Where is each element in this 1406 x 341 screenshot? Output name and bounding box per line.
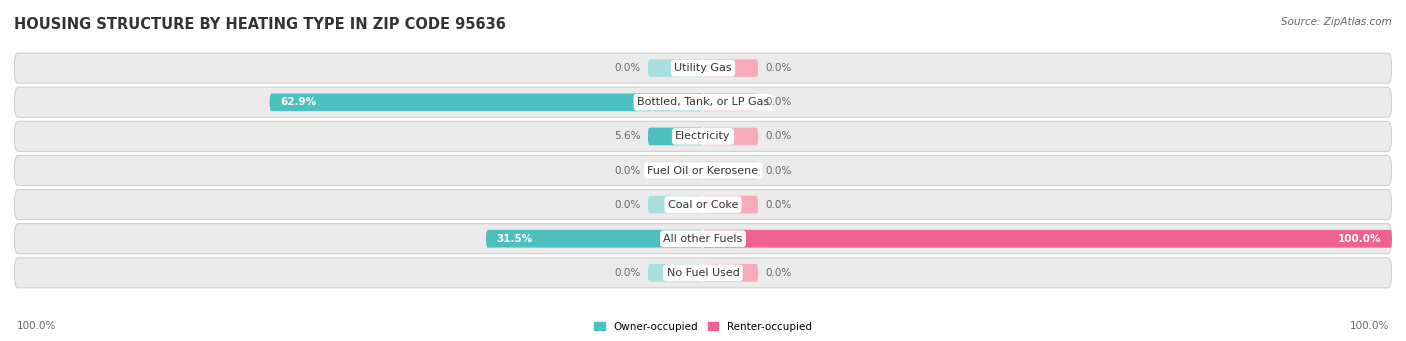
FancyBboxPatch shape [14, 258, 1392, 288]
FancyBboxPatch shape [648, 128, 703, 145]
Text: 0.0%: 0.0% [614, 268, 641, 278]
FancyBboxPatch shape [14, 155, 1392, 186]
Text: 100.0%: 100.0% [1339, 234, 1382, 244]
FancyBboxPatch shape [14, 224, 1392, 254]
Text: Utility Gas: Utility Gas [675, 63, 731, 73]
FancyBboxPatch shape [648, 196, 703, 213]
FancyBboxPatch shape [703, 162, 758, 179]
FancyBboxPatch shape [14, 53, 1392, 83]
Text: 0.0%: 0.0% [765, 131, 792, 142]
FancyBboxPatch shape [703, 264, 758, 282]
Text: 0.0%: 0.0% [614, 199, 641, 210]
FancyBboxPatch shape [648, 162, 703, 179]
FancyBboxPatch shape [703, 128, 758, 145]
Text: 62.9%: 62.9% [280, 97, 316, 107]
Text: 0.0%: 0.0% [614, 165, 641, 176]
Text: HOUSING STRUCTURE BY HEATING TYPE IN ZIP CODE 95636: HOUSING STRUCTURE BY HEATING TYPE IN ZIP… [14, 17, 506, 32]
Text: No Fuel Used: No Fuel Used [666, 268, 740, 278]
FancyBboxPatch shape [703, 230, 1392, 248]
FancyBboxPatch shape [270, 93, 703, 111]
Text: Source: ZipAtlas.com: Source: ZipAtlas.com [1281, 17, 1392, 27]
FancyBboxPatch shape [648, 264, 703, 282]
Text: 100.0%: 100.0% [1350, 321, 1389, 331]
Legend: Owner-occupied, Renter-occupied: Owner-occupied, Renter-occupied [591, 317, 815, 336]
FancyBboxPatch shape [486, 230, 703, 248]
Text: 0.0%: 0.0% [765, 63, 792, 73]
Text: All other Fuels: All other Fuels [664, 234, 742, 244]
Text: 0.0%: 0.0% [765, 97, 792, 107]
Text: 0.0%: 0.0% [765, 268, 792, 278]
FancyBboxPatch shape [703, 196, 758, 213]
Text: 100.0%: 100.0% [17, 321, 56, 331]
Text: 31.5%: 31.5% [496, 234, 533, 244]
Text: 0.0%: 0.0% [765, 165, 792, 176]
Text: 0.0%: 0.0% [765, 199, 792, 210]
Text: Bottled, Tank, or LP Gas: Bottled, Tank, or LP Gas [637, 97, 769, 107]
FancyBboxPatch shape [703, 93, 758, 111]
Text: Coal or Coke: Coal or Coke [668, 199, 738, 210]
FancyBboxPatch shape [648, 59, 703, 77]
FancyBboxPatch shape [14, 87, 1392, 117]
Text: 0.0%: 0.0% [614, 63, 641, 73]
Text: 5.6%: 5.6% [614, 131, 641, 142]
FancyBboxPatch shape [703, 59, 758, 77]
FancyBboxPatch shape [14, 121, 1392, 151]
Text: Electricity: Electricity [675, 131, 731, 142]
FancyBboxPatch shape [14, 190, 1392, 220]
Text: Fuel Oil or Kerosene: Fuel Oil or Kerosene [647, 165, 759, 176]
